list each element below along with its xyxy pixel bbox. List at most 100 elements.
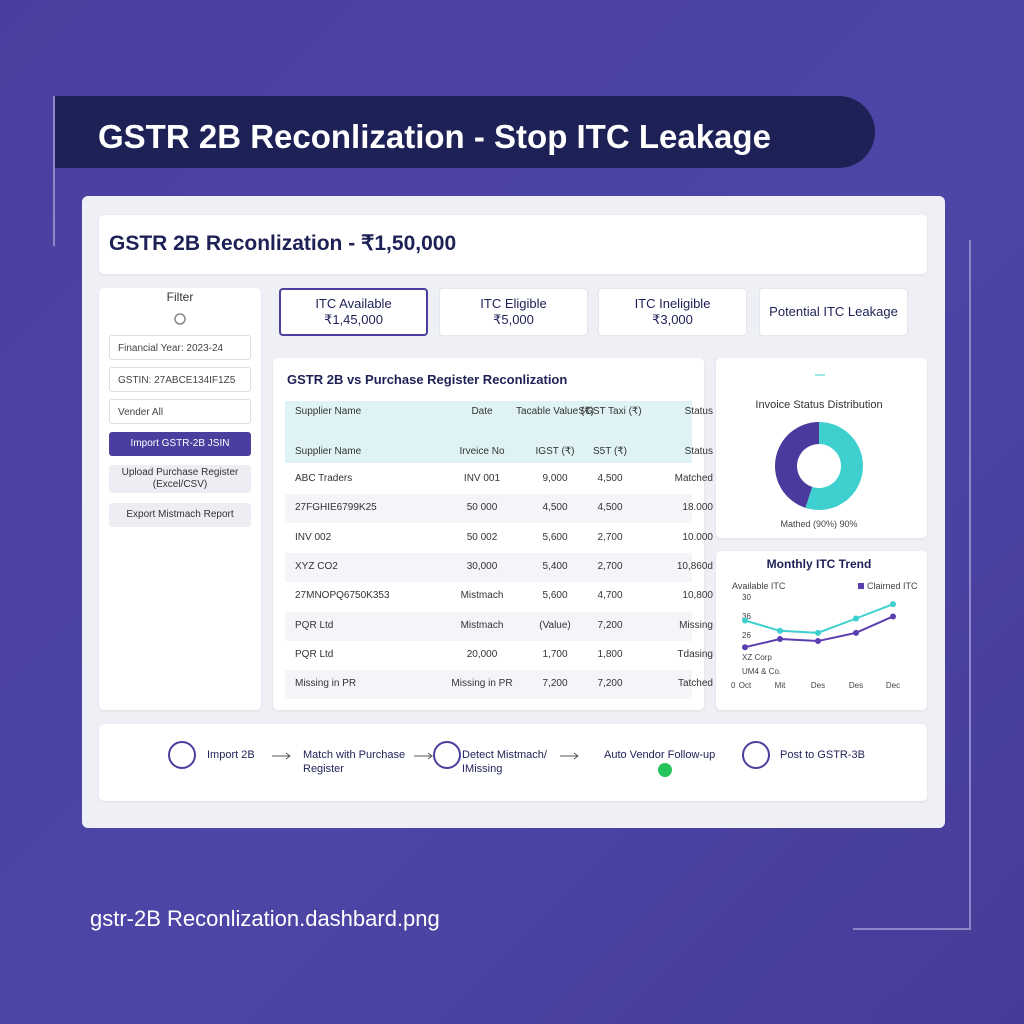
table-cell: Tatched: [677, 678, 713, 690]
filter-button[interactable]: Upload Purchase Register (Excel/CSV): [109, 465, 251, 493]
filter-field[interactable]: GSTIN: 27ABCE134IF1Z5: [109, 367, 251, 392]
table-cell: 10.000: [682, 531, 713, 543]
filter-field[interactable]: Financial Year: 2023-24: [109, 335, 251, 360]
lock-icon: [174, 313, 186, 325]
table-cell: 5,600: [542, 590, 568, 602]
trend-point: [890, 613, 896, 620]
table-cell: Missing in PR: [451, 678, 513, 690]
table-cell: 7,200: [542, 678, 568, 690]
filter-button[interactable]: Import GSTR-2B JSIN: [109, 432, 251, 456]
deco-line: [853, 928, 971, 930]
kpi-label: Potential ITC Leakage: [769, 304, 898, 319]
table-cell: 4,500: [597, 473, 623, 484]
trend-point: [742, 617, 748, 624]
table-cell: 27MNOPQ6750K353: [295, 590, 390, 602]
axis-label: 26: [742, 631, 751, 640]
table-row-bg: [285, 552, 692, 582]
table-cell: 7,200: [597, 678, 623, 690]
table-cell: 9,000: [542, 473, 568, 484]
table-cell: 4,500: [597, 502, 623, 514]
table-cell: (Value): [539, 619, 571, 631]
trend-line: [744, 603, 894, 634]
kpi-value: ₹3,000: [652, 312, 693, 327]
flow-step: Post to GSTR-3B: [780, 749, 865, 761]
table-cell: 5,400: [542, 560, 568, 572]
trend-point: [853, 615, 859, 622]
table-cell: 27FGHIE6799K25: [295, 502, 377, 514]
table-row-bg: [285, 494, 692, 524]
table-row-bg: [285, 611, 692, 641]
table-cell: 20,000: [466, 648, 498, 660]
table-row-bg: [285, 670, 692, 700]
table-header: IGST (₹): [535, 446, 575, 457]
flow-icon: [168, 741, 196, 769]
table-header: Supplier Name: [295, 406, 362, 417]
table-cell: ABC Traders: [295, 473, 353, 484]
trend-point: [815, 638, 821, 645]
banner-title: GSTR 2B Reconlization - Stop ITC Leakage: [55, 96, 875, 168]
donut-title: Invoice Status Distribution: [755, 399, 883, 411]
trend-point: [890, 601, 896, 608]
table-cell: 50 000: [466, 502, 498, 514]
kpi-label: ITC Eligible: [480, 296, 547, 311]
table-cell: 18.000: [682, 502, 713, 514]
table-header: Tacable Value (₹): [516, 406, 594, 417]
kpi-label: ITC Ineligible: [634, 296, 711, 311]
table-header: Status: [684, 406, 713, 417]
flow-step: Auto Vendor Follow-up: [604, 749, 716, 761]
flow-arrow: [272, 752, 291, 760]
deco-line: [969, 240, 971, 930]
header-title: GSTR 2B Reconlization - ₹1,50,000: [99, 215, 927, 274]
table-cell: 4,500: [542, 502, 568, 514]
filter-button[interactable]: Export Mistmach Report: [109, 503, 251, 527]
kpi-value: ₹1,45,000: [324, 312, 383, 327]
legend-swatch: [858, 583, 864, 589]
donut-segment: [774, 422, 819, 508]
table-cell: Mistmach: [460, 590, 504, 602]
table-header: Date: [471, 406, 493, 417]
table-cell: Matched: [674, 473, 713, 484]
table-cell: 5,600: [542, 531, 568, 543]
table-cell: 1,800: [597, 648, 623, 660]
trend-title: Monthly ITC Trend: [766, 557, 872, 571]
table-cell: 30,000: [466, 560, 498, 572]
axis-label: 36: [742, 612, 751, 621]
trend-point: [742, 644, 748, 651]
table-cell: 50 002: [466, 531, 498, 543]
kpi-card[interactable]: ITC Eligible ₹5,000: [439, 288, 588, 336]
table-head-bg: [285, 401, 692, 463]
flow-arrow: [414, 752, 433, 760]
table-cell: 1,700: [542, 648, 568, 660]
table-cell: 10,860d: [676, 560, 713, 572]
flow-icon: [433, 741, 461, 769]
flow-arrow: [560, 752, 579, 760]
x-tick-label: Mit: [774, 681, 786, 690]
axis-label: XZ Corp: [742, 653, 772, 662]
x-tick-label: Oct: [738, 681, 752, 690]
table-cell: Mistmach: [460, 619, 504, 631]
table-header: Supplier Name: [295, 446, 362, 457]
donut-caption: Mathed (90%) 90%: [780, 519, 858, 529]
legend-entry: Available ITC: [732, 581, 786, 591]
kpi-card[interactable]: Potential ITC Leakage: [759, 288, 908, 336]
donut-chevron: [815, 374, 825, 380]
table-cell: 7,200: [597, 619, 623, 631]
table-cell: PQR Ltd: [295, 619, 334, 631]
x-tick-label: Des: [810, 681, 826, 690]
x-tick-label: Dec: [885, 681, 901, 690]
table-cell: 2,700: [597, 531, 623, 543]
table-header: Status: [684, 446, 713, 457]
trend-point: [853, 629, 859, 636]
caption: gstr-2B Reconlization.dashbard.png: [90, 906, 440, 931]
kpi-card[interactable]: ITC Available ₹1,45,000: [279, 288, 428, 336]
kpi-card[interactable]: ITC Ineligible ₹3,000: [598, 288, 747, 336]
table-cell: Missing in PR: [295, 678, 357, 690]
table-header: SGST Taxi (₹): [578, 406, 642, 417]
table-header: S5T (₹): [593, 446, 627, 457]
flow-step: Detect Mistmach/ IMissing: [462, 749, 547, 775]
axis-label: 0: [731, 681, 736, 690]
flow-step: Match with Purchase Register: [303, 749, 406, 775]
table-title: GSTR 2B vs Purchase Register Reconlizati…: [287, 372, 568, 387]
filter-field[interactable]: Vender All: [109, 399, 251, 424]
